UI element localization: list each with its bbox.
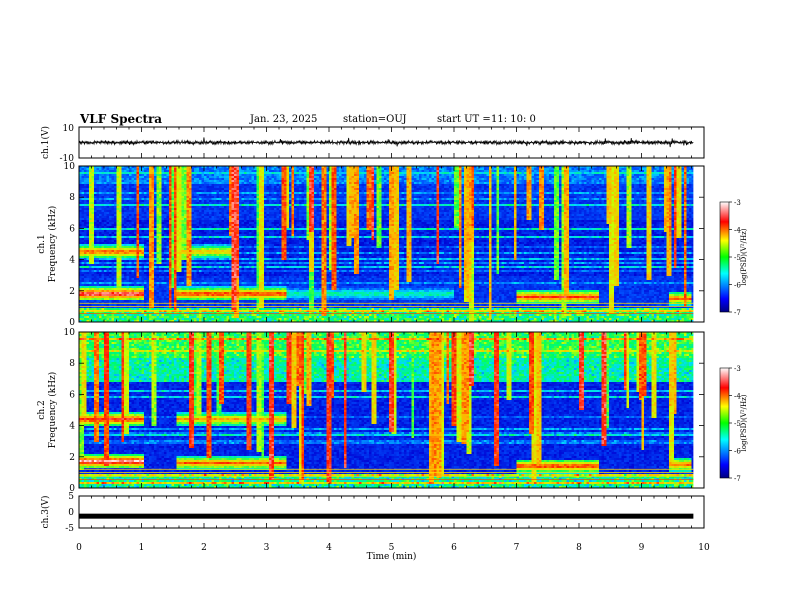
colorbar-2 (720, 368, 729, 478)
x-tick-label: 7 (514, 543, 520, 553)
ch1-spectrogram-channel-label: ch.1 (37, 234, 47, 253)
y-tick-label: 6 (69, 390, 75, 400)
ch2-spectrogram (79, 332, 704, 488)
ch1-frequency-axis-label: Frequency (kHz) (47, 206, 58, 283)
colorbar-tick-label: -3 (734, 199, 741, 207)
y-tick-label: 2 (69, 287, 75, 297)
y-tick-label: 4 (69, 256, 75, 266)
no-data-region (693, 166, 704, 322)
colorbar-tick-label: -7 (734, 309, 741, 317)
y-tick-label: 8 (69, 193, 75, 203)
x-tick-label: 2 (201, 543, 207, 553)
y-tick-label: 2 (69, 453, 75, 463)
y-tick-label: 10 (64, 162, 76, 172)
y-tick-label: 8 (69, 359, 75, 369)
colorbar-label: log(PSD)(V²/Hz) (740, 394, 748, 451)
x-tick-label: 9 (639, 543, 645, 553)
ch3-axis-label: ch.3(V) (40, 496, 51, 529)
y-tick-label: 0 (68, 508, 74, 518)
y-tick-label: 10 (64, 328, 76, 338)
colorbar-1 (720, 202, 729, 312)
y-tick-label: 5 (68, 492, 74, 502)
colorbar-label: log(PSD)(V²/Hz) (740, 228, 748, 285)
x-tick-label: 3 (264, 543, 270, 553)
y-tick-label: -5 (65, 524, 74, 534)
x-tick-label: 6 (451, 543, 457, 553)
ch1-spectrogram (79, 166, 704, 322)
y-tick-label: 4 (69, 422, 75, 432)
y-tick-label: 0 (69, 318, 75, 328)
ch1-waveform-line (79, 137, 693, 147)
x-tick-label: 4 (326, 543, 332, 553)
x-axis-label: Time (min) (367, 551, 417, 562)
colorbar-tick-label: -7 (734, 475, 741, 483)
y-tick-label: 10 (63, 124, 75, 134)
x-tick-label: 0 (76, 543, 82, 553)
no-data-region (693, 332, 704, 488)
x-tick-label: 8 (576, 543, 582, 553)
x-tick-label: 10 (698, 543, 710, 553)
ch2-frequency-axis-label: Frequency (kHz) (47, 372, 58, 449)
y-tick-label: 6 (69, 224, 75, 234)
colorbar-tick-label: -3 (734, 365, 741, 373)
ch1-axis-label: ch.1(V) (40, 126, 51, 159)
ch3-waveform-line (79, 514, 693, 519)
ch2-spectrogram-channel-label: ch.2 (37, 400, 47, 419)
x-tick-label: 1 (139, 543, 145, 553)
